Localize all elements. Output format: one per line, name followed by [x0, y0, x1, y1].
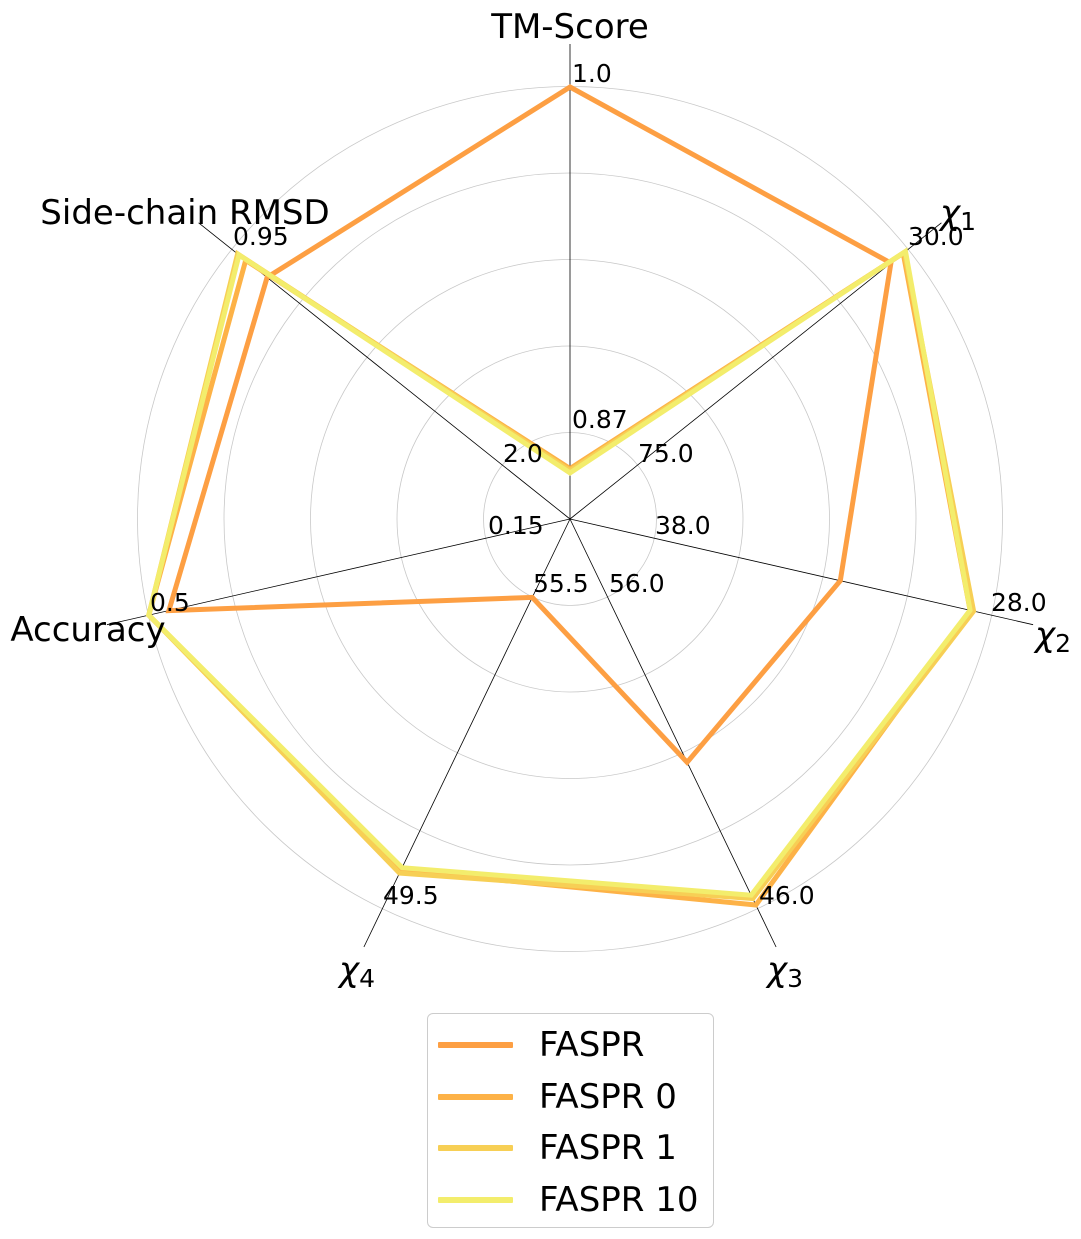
axis-label: χ1 [938, 193, 976, 236]
legend-label: FASPR [539, 1025, 645, 1065]
radar-spokes [106, 44, 1034, 948]
legend-label: FASPR 0 [539, 1076, 677, 1117]
inner-tick-label: 56.0 [609, 569, 665, 598]
series-line-faspr-10 [146, 247, 973, 898]
outer-tick-label: 0.95 [233, 222, 289, 251]
axis-label: Side-chain RMSD [40, 193, 329, 233]
axis-label: χ2 [1033, 615, 1071, 658]
radar-series [146, 84, 977, 908]
legend-item: FASPR [438, 1020, 644, 1070]
inner-tick-label: 38.0 [655, 511, 711, 540]
legend-label: FASPR 10 [539, 1179, 699, 1220]
axis-label: Accuracy [10, 610, 165, 650]
axis-spoke [569, 518, 1034, 626]
axis-spoke [106, 518, 571, 626]
inner-tick-label: 2.0 [503, 439, 543, 468]
inner-tick-label: 0.15 [488, 511, 544, 540]
axis-spoke [363, 518, 571, 948]
legend-item: FASPR 10 [438, 1175, 698, 1225]
outer-tick-label: 28.0 [991, 588, 1047, 617]
outer-tick-label: 0.5 [150, 588, 190, 617]
series-line-faspr [165, 84, 894, 767]
axis-label: χ4 [337, 950, 375, 993]
outer-tick-label: 1.0 [572, 59, 612, 88]
legend-swatch [438, 1042, 513, 1048]
inner-tick-label: 75.0 [638, 439, 694, 468]
radar-labels: 0.87 1.0 75.0 30.0 38.0 28.0 56.0 46.0 55.5 49.5 0… [10, 7, 1071, 993]
inner-tick-label: 0.87 [572, 405, 628, 434]
outer-tick-label: 49.5 [383, 881, 439, 910]
axis-spoke [569, 518, 777, 948]
legend-item: FASPR 1 [438, 1123, 677, 1173]
outer-tick-label: 46.0 [759, 881, 815, 910]
legend-item: FASPR 0 [438, 1072, 677, 1122]
legend-swatch [438, 1093, 513, 1100]
legend-swatch [438, 1196, 513, 1203]
legend-label: FASPR 1 [539, 1128, 677, 1168]
chart-legend: FASPR FASPR 0 FASPR 1 FASPR 10 [427, 1013, 714, 1228]
outer-tick-label: 30.0 [908, 222, 964, 251]
inner-tick-label: 55.5 [533, 569, 589, 598]
axis-label: χ3 [765, 950, 803, 993]
legend-swatch [438, 1145, 513, 1151]
axis-label: TM-Score [490, 7, 649, 47]
axis-spoke [569, 222, 942, 520]
